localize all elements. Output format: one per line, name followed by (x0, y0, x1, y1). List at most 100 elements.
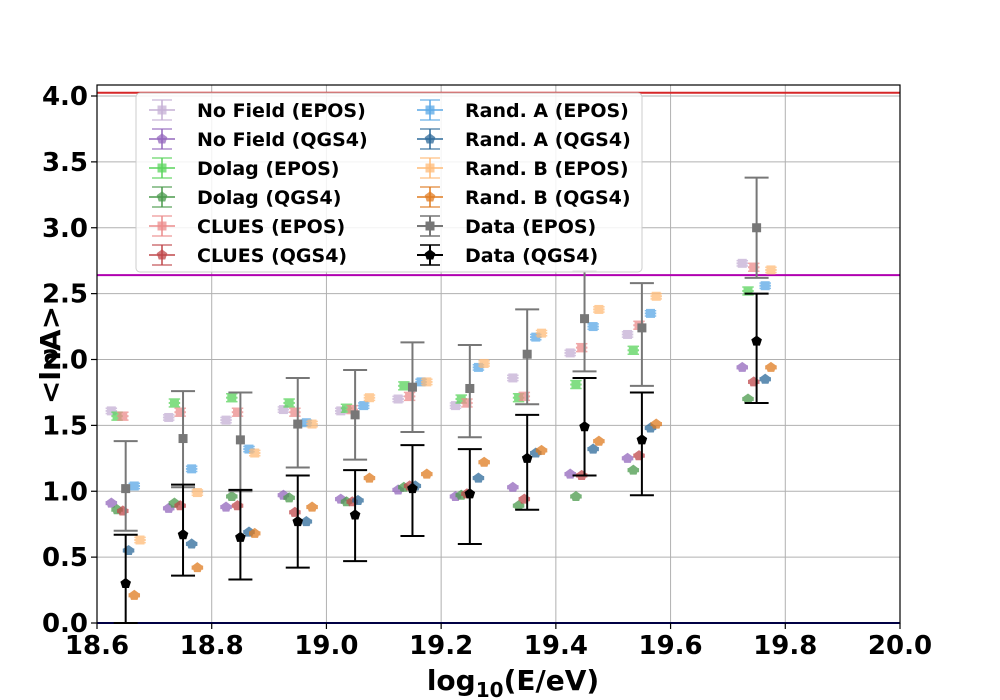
data-point (422, 377, 432, 387)
legend-marker (156, 133, 168, 144)
data-point (508, 373, 518, 383)
data-point (760, 281, 770, 291)
data-point (650, 418, 662, 429)
data-point (301, 515, 312, 527)
series-dolag-epos (111, 286, 754, 421)
data-point (514, 393, 524, 403)
x-axis-title-suffix: (E/eV) (504, 664, 600, 697)
legend-box (135, 92, 643, 273)
legend: No Field (EPOS) No Field (QGS4) Dolag (EPO… (135, 92, 643, 273)
data-point (407, 483, 418, 494)
series-no-field-qgs4 (105, 361, 749, 513)
data-point (536, 444, 547, 455)
y-axis-title: <lnA> (34, 306, 67, 404)
data-point (249, 527, 261, 538)
data-point (579, 421, 590, 432)
data-point (226, 490, 238, 502)
series-rand-a-epos (128, 281, 771, 491)
data-point (292, 515, 304, 527)
data-point (564, 468, 576, 479)
data-point (479, 358, 489, 368)
data-point (284, 398, 294, 408)
y-tick-label: 0.0 (42, 609, 88, 639)
data-point (519, 391, 529, 401)
legend-marker (157, 163, 167, 173)
data-point (736, 361, 748, 372)
data-point (593, 435, 605, 446)
data-point (393, 394, 403, 404)
data-point (178, 434, 188, 444)
data-point (587, 443, 599, 454)
legend-entry: No Field (QGS4) (149, 128, 368, 151)
x-tick-label: 19.4 (524, 631, 588, 661)
data-point (751, 335, 762, 346)
data-point (118, 411, 128, 421)
data-point (421, 468, 433, 479)
series-clues-qgs4 (117, 376, 760, 517)
series-data-epos (113, 176, 769, 532)
data-point (293, 419, 303, 429)
y-tick-label: 2.5 (42, 280, 88, 310)
y-tick-label: 3.5 (42, 148, 88, 178)
data-point (129, 481, 139, 491)
x-axis-title-subscript: 10 (476, 678, 504, 700)
legend-marker (425, 163, 435, 173)
data-point (187, 464, 197, 474)
data-point (244, 444, 254, 454)
legend-marker (425, 221, 435, 231)
data-point (450, 401, 460, 411)
data-point (628, 345, 638, 355)
x-tick-label: 18.6 (65, 631, 129, 661)
data-point (233, 407, 243, 417)
legend-marker (425, 105, 435, 115)
data-point (636, 434, 648, 445)
series-clues-epos (117, 262, 760, 421)
y-axis-ticks: 0.0 0.5 1.0 1.5 2.0 2.5 3.0 3.5 4.0 (42, 82, 97, 639)
x-axis-title-main: log (427, 664, 476, 697)
data-point (623, 329, 633, 339)
data-point (521, 452, 533, 463)
data-point (235, 435, 245, 445)
series-rand-b-qgs4 (128, 361, 777, 600)
y-tick-label: 1.0 (42, 477, 88, 507)
series-data-qgs4 (113, 292, 769, 624)
data-point (350, 410, 360, 420)
y-tick-label: 3.0 (42, 214, 88, 244)
x-tick-label: 19.6 (638, 631, 702, 661)
y-tick-label: 1.5 (42, 411, 88, 441)
legend-label: No Field (QGS4) (197, 129, 368, 151)
legend-entry: Data (EPOS) (417, 215, 596, 238)
data-point (462, 398, 472, 408)
x-tick-label: 18.8 (180, 631, 244, 661)
data-point (135, 535, 145, 545)
data-point (106, 406, 116, 416)
data-point (622, 452, 633, 463)
data-point (164, 412, 174, 422)
legend-label: Dolag (EPOS) (197, 158, 339, 180)
data-point (175, 407, 185, 417)
data-point (473, 362, 483, 372)
legend-entry: Rand. A (EPOS) (417, 99, 629, 122)
data-point (283, 492, 295, 503)
data-point (565, 348, 575, 358)
legend-label: Rand. B (EPOS) (465, 158, 629, 180)
data-point (478, 456, 490, 467)
legend-entry: Data (QGS4) (417, 244, 598, 267)
data-point (359, 401, 369, 411)
data-point (342, 403, 352, 413)
data-point (465, 383, 475, 393)
legend-marker (157, 105, 167, 115)
series-no-field-epos (105, 258, 749, 425)
data-point (106, 497, 117, 508)
data-point (121, 484, 131, 494)
data-point (766, 265, 776, 275)
legend-marker (156, 249, 168, 260)
data-point (250, 448, 260, 458)
legend-entry: Rand. A (QGS4) (417, 128, 631, 151)
data-point (405, 391, 415, 401)
legend-label: CLUES (EPOS) (197, 216, 345, 238)
legend-marker (424, 191, 436, 202)
data-point (627, 464, 639, 475)
series-rand-a-qgs4 (122, 373, 771, 556)
